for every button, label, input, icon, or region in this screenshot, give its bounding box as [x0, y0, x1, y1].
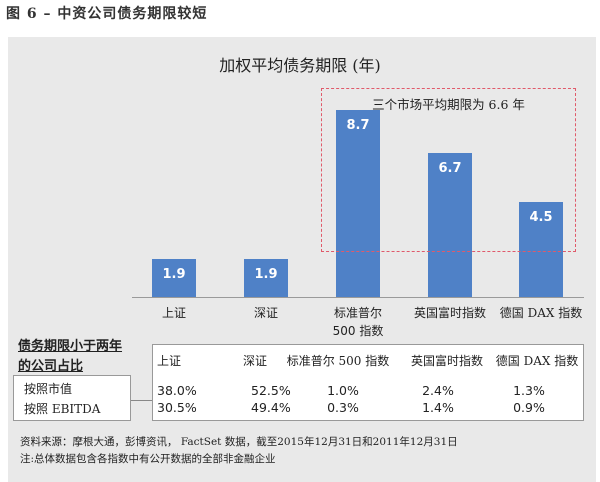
table-cell: 30.5%	[157, 400, 197, 415]
table-cell: 38.0%	[157, 383, 197, 398]
x-label-sp500-line1: 标准普尔	[333, 306, 382, 320]
footnote: 注:总体数据包含各指数中有公开数据的全部非金融企业	[20, 453, 276, 465]
bar-ftse: 6.7	[428, 153, 472, 297]
table-cell: 49.4%	[251, 400, 291, 415]
data-table: 上证 深证 标准普尔 500 指数 英国富时指数 德国 DAX 指数 38.0%…	[152, 344, 584, 421]
table-cell: 0.9%	[513, 400, 545, 415]
row-labels-box: 按照市值 按照 EBITDA	[13, 375, 131, 421]
x-label-shenzhen: 深证	[253, 306, 278, 320]
col-header: 上证	[157, 354, 182, 368]
bar-value-label: 8.7	[346, 118, 370, 133]
bar-shenzhen: 1.9	[244, 259, 288, 297]
bar-shanghai: 1.9	[152, 259, 196, 297]
highlight-annotation: 三个市场平均期限为 6.6 年	[372, 97, 525, 112]
table-cell: 1.0%	[327, 383, 359, 398]
connector-line	[131, 400, 152, 401]
bar-value-label: 1.9	[162, 267, 186, 282]
x-label-ftse: 英国富时指数	[413, 306, 486, 320]
bar-sp500: 8.7	[336, 110, 380, 297]
row-label-market-cap: 按照市值	[24, 382, 73, 396]
table-heading: 债务期限小于两年 的公司占比	[18, 337, 122, 377]
table-cell: 1.3%	[513, 383, 545, 398]
col-header: 英国富时指数	[410, 354, 483, 368]
table-heading-line2: 的公司占比	[18, 359, 84, 374]
row-label-ebitda: 按照 EBITDA	[24, 402, 101, 416]
x-label-shanghai: 上证	[161, 306, 186, 320]
source-note: 资料来源：摩根大通，彭博资讯， FactSet 数据，截至2015年12月31日…	[20, 436, 458, 448]
table-cell: 52.5%	[251, 383, 291, 398]
x-label-sp500: 标准普尔 500 指数	[303, 304, 413, 340]
col-header: 德国 DAX 指数	[495, 354, 579, 368]
x-label-sp500-line2: 500 指数	[332, 324, 384, 338]
bar-dax: 4.5	[519, 202, 563, 297]
table-heading-line1: 债务期限小于两年	[18, 339, 123, 354]
x-axis-line	[132, 297, 584, 298]
bar-value-label: 6.7	[438, 161, 462, 176]
col-header: 标准普尔 500 指数	[286, 354, 390, 368]
chart-title: 加权平均债务期限 (年)	[219, 56, 381, 75]
bar-value-label: 4.5	[529, 210, 553, 225]
bar-value-label: 1.9	[254, 267, 278, 282]
figure-title: 图 6 – 中资公司债务期限较短	[6, 6, 208, 22]
highlight-dashed-box	[321, 88, 576, 252]
table-cell: 2.4%	[422, 383, 454, 398]
table-cell: 0.3%	[327, 400, 359, 415]
col-header: 深证	[243, 354, 268, 368]
table-cell: 1.4%	[422, 400, 454, 415]
x-label-dax: 德国 DAX 指数	[499, 306, 583, 320]
